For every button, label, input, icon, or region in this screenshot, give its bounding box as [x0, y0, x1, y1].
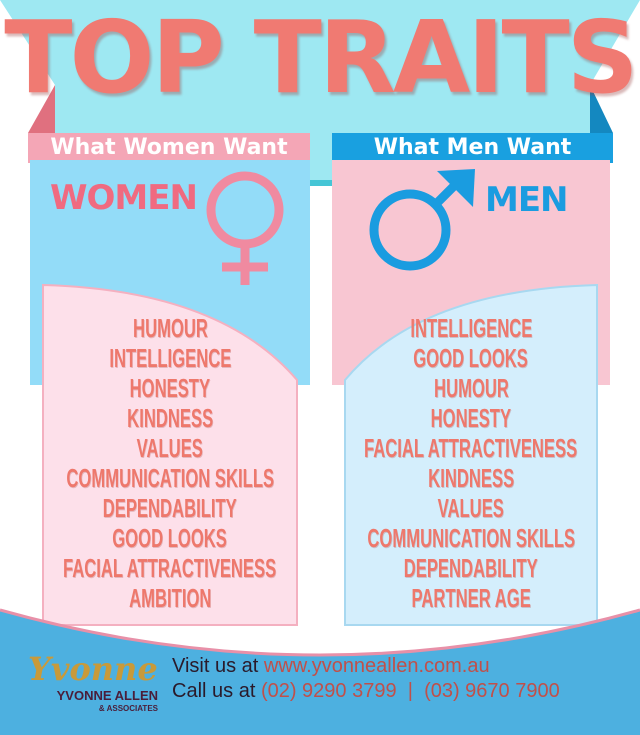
- visit-label: Visit us at: [172, 655, 259, 677]
- list-item: HONESTY: [332, 403, 610, 433]
- list-item: KINDNESS: [30, 403, 310, 433]
- list-item: VALUES: [332, 493, 610, 523]
- trait-text: FACIAL ATTRACTIVENESS: [63, 553, 277, 583]
- trait-text: GOOD LOOKS: [112, 523, 228, 553]
- trait-text: COMMUNICATION SKILLS: [367, 523, 575, 553]
- company-logo: Yvonne YVONNE ALLEN & ASSOCIATES: [28, 650, 158, 714]
- page-title: TOP TRAITS: [4, 0, 638, 116]
- women-ribbon: What Women Want: [50, 135, 288, 160]
- trait-text: INTELLIGENCE: [108, 343, 232, 373]
- men-traits-list: INTELLIGENCE GOOD LOOKS HUMOUR HONESTY F…: [332, 313, 610, 613]
- trait-text: AMBITION: [128, 583, 212, 613]
- list-item: VALUES: [30, 433, 310, 463]
- trait-text: VALUES: [437, 493, 505, 523]
- trait-text: GOOD LOOKS: [413, 343, 529, 373]
- logo-script: Yvonne: [28, 650, 158, 688]
- trait-text: PARTNER AGE: [411, 583, 531, 613]
- trait-text: HUMOUR: [132, 313, 208, 343]
- trait-text: KINDNESS: [427, 463, 514, 493]
- list-item: INTELLIGENCE: [332, 313, 610, 343]
- list-item: DEPENDABILITY: [332, 553, 610, 583]
- trait-text: COMMUNICATION SKILLS: [66, 463, 274, 493]
- list-item: HUMOUR: [30, 313, 310, 343]
- trait-text: FACIAL ATTRACTIVENESS: [364, 433, 578, 463]
- men-heading: MEN: [485, 180, 569, 220]
- list-item: GOOD LOOKS: [30, 523, 310, 553]
- trait-text: VALUES: [136, 433, 204, 463]
- footer-contact: Visit us at www.yvonneallen.com.au Call …: [172, 654, 560, 704]
- list-item: HONESTY: [30, 373, 310, 403]
- list-item: DEPENDABILITY: [30, 493, 310, 523]
- trait-text: HONESTY: [430, 403, 512, 433]
- list-item: HUMOUR: [332, 373, 610, 403]
- list-item: KINDNESS: [332, 463, 610, 493]
- trait-text: HUMOUR: [433, 373, 509, 403]
- trait-text: DEPENDABILITY: [102, 493, 238, 523]
- phone-melbourne[interactable]: (03) 9670 7900: [424, 680, 560, 702]
- female-symbol-icon: [206, 171, 284, 285]
- trait-text: HONESTY: [129, 373, 211, 403]
- women-heading: WOMEN: [50, 178, 198, 218]
- phone-sydney[interactable]: (02) 9290 3799: [260, 680, 397, 702]
- website-link[interactable]: www.yvonneallen.com.au: [263, 655, 490, 677]
- men-ribbon: What Men Want: [373, 135, 572, 160]
- list-item: FACIAL ATTRACTIVENESS: [332, 433, 610, 463]
- separator: |: [407, 680, 413, 702]
- list-item: COMMUNICATION SKILLS: [30, 463, 310, 493]
- list-item: INTELLIGENCE: [30, 343, 310, 373]
- list-item: FACIAL ATTRACTIVENESS: [30, 553, 310, 583]
- trait-text: DEPENDABILITY: [403, 553, 539, 583]
- trait-text: KINDNESS: [126, 403, 213, 433]
- logo-sub: & ASSOCIATES: [98, 704, 158, 713]
- logo-name: YVONNE ALLEN: [56, 688, 158, 703]
- male-symbol-icon: [369, 169, 475, 271]
- list-item: AMBITION: [30, 583, 310, 613]
- list-item: GOOD LOOKS: [332, 343, 610, 373]
- trait-text: INTELLIGENCE: [409, 313, 533, 343]
- call-label: Call us at: [172, 680, 256, 702]
- list-item: COMMUNICATION SKILLS: [332, 523, 610, 553]
- list-item: PARTNER AGE: [332, 583, 610, 613]
- women-traits-list: HUMOUR INTELLIGENCE HONESTY KINDNESS VAL…: [30, 313, 310, 613]
